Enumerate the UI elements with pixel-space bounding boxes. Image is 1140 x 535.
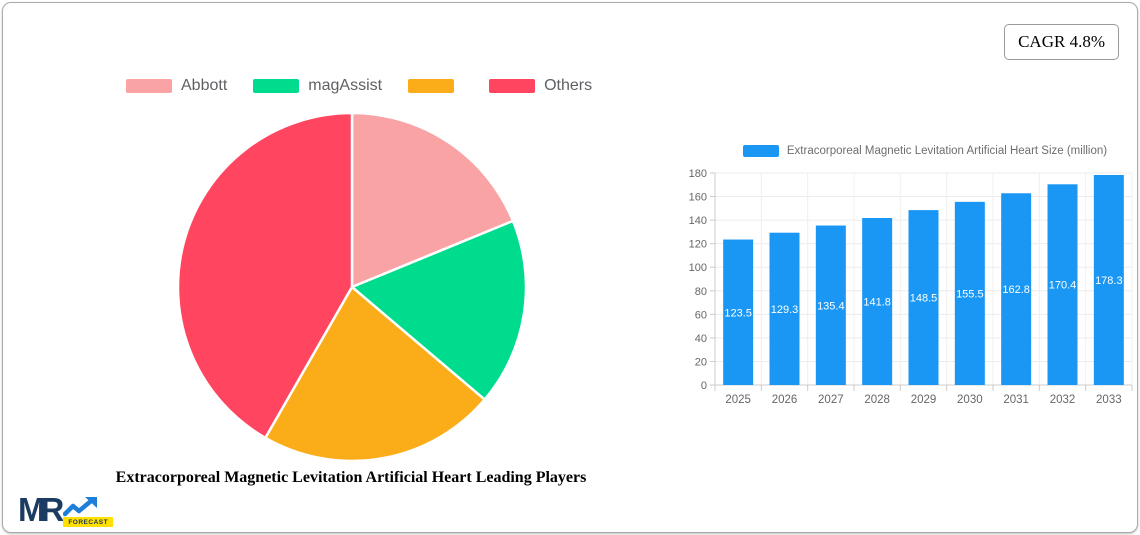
legend-item-unlabeled[interactable] (408, 79, 463, 93)
legend-label-abbott: Abbott (181, 77, 228, 94)
bar-legend[interactable]: Extracorporeal Magnetic Levitation Artif… (710, 143, 1140, 159)
pie-slice-magAssist[interactable] (350, 219, 528, 401)
legend-swatch-unlabeled (408, 79, 455, 93)
pie-legend: Abbott magAssist Others (113, 77, 605, 95)
bar-2033[interactable] (1093, 175, 1124, 385)
legend-item-others[interactable]: Others (489, 77, 592, 95)
x-axis-label: 2027 (818, 394, 844, 406)
x-axis-label: 2028 (864, 394, 890, 406)
bar-2025[interactable] (723, 239, 754, 385)
y-axis-label: 60 (695, 309, 707, 321)
y-axis-label: 160 (689, 192, 707, 204)
bar-value-label: 141.8 (863, 296, 891, 308)
legend-label-magassist: magAssist (308, 77, 383, 94)
y-axis-label: 80 (695, 286, 707, 298)
x-axis-label: 2033 (1096, 394, 1122, 406)
bar-chart: Extracorporeal Magnetic Levitation Artif… (688, 143, 1140, 418)
bar-2031[interactable] (1001, 193, 1032, 385)
legend-swatch-abbott (126, 79, 172, 93)
bar-2032[interactable] (1047, 184, 1078, 385)
bar-2029[interactable] (908, 210, 939, 385)
logo-mr-text: MR (18, 491, 64, 528)
x-axis-label: 2025 (725, 394, 751, 406)
bar-value-label: 162.8 (1002, 284, 1030, 296)
logo-right: FORECAST (63, 497, 114, 527)
trend-arrow-icon (63, 497, 98, 517)
y-axis-label: 100 (689, 262, 707, 274)
cagr-badge: CAGR 4.8% (1004, 24, 1119, 60)
pie-chart-title: Extracorporeal Magnetic Levitation Artif… (115, 469, 587, 486)
bar-legend-label: Extracorporeal Magnetic Levitation Artif… (786, 145, 1108, 157)
x-axis-label: 2031 (1003, 394, 1029, 406)
pie-slice-Abbott[interactable] (350, 111, 515, 289)
bar-value-label: 155.5 (956, 288, 984, 300)
y-axis-label: 140 (689, 215, 707, 227)
legend-swatch-others (489, 79, 536, 93)
bar-2027[interactable] (815, 225, 846, 385)
x-axis-label: 2026 (772, 394, 798, 406)
bar-value-label: 135.4 (817, 300, 845, 312)
bar-2030[interactable] (954, 201, 985, 385)
legend-label-others: Others (544, 77, 593, 94)
y-axis-label: 180 (689, 168, 707, 180)
legend-item-abbott[interactable]: Abbott (126, 77, 227, 95)
bar-value-label: 123.5 (724, 307, 752, 319)
bar-value-label: 129.3 (771, 304, 799, 316)
pie-slice-unlabeled[interactable] (264, 285, 486, 463)
legend-item-magassist[interactable]: magAssist (253, 77, 382, 95)
mr-forecast-logo: MR FORECAST (18, 491, 114, 528)
x-axis-label: 2029 (911, 394, 937, 406)
x-axis-label: 2032 (1050, 394, 1076, 406)
pie-slice-Others[interactable] (176, 111, 354, 440)
pie-chart (176, 111, 528, 463)
bar-value-label: 148.5 (910, 293, 938, 305)
bar-2026[interactable] (769, 232, 800, 385)
bar-legend-swatch (742, 145, 779, 157)
bar-value-label: 178.3 (1095, 275, 1123, 287)
x-axis-label: 2030 (957, 394, 983, 406)
logo-forecast-badge: FORECAST (63, 517, 114, 527)
y-axis-label: 0 (701, 380, 707, 392)
bar-value-label: 170.4 (1049, 280, 1077, 292)
legend-swatch-magassist (253, 79, 300, 93)
bar-2028[interactable] (862, 217, 893, 385)
y-axis-label: 40 (695, 333, 707, 345)
bar-chart-svg: 0 20 40 60 80 100 120 140 160 180 123.5 2025 129.3 20… (689, 168, 1133, 406)
y-axis-label: 20 (695, 356, 707, 368)
y-axis-label: 120 (689, 239, 707, 251)
pie-chart-svg (176, 111, 528, 463)
